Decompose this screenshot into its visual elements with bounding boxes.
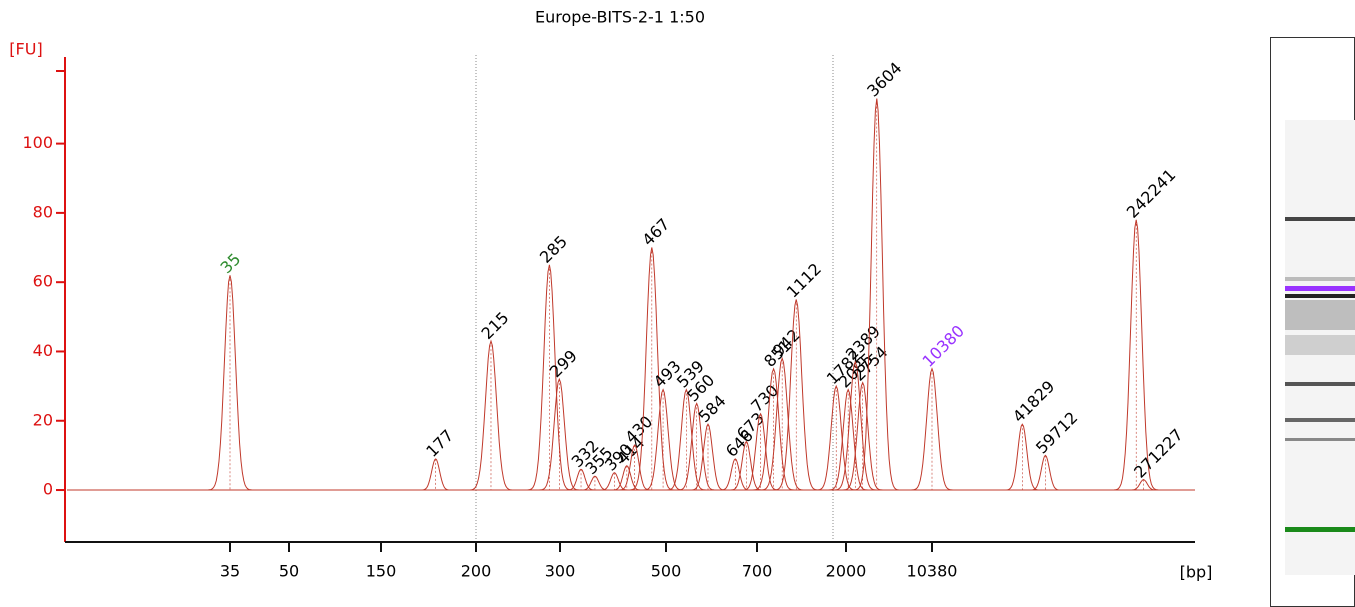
y-tick-label: 100 — [22, 133, 53, 152]
x-tick-label: 200 — [461, 562, 492, 581]
peak — [677, 402, 716, 491]
y-tick-label: 60 — [33, 272, 53, 291]
peak-label: 299 — [546, 346, 581, 381]
chart-title: Europe-BITS-2-1 1:50 — [535, 8, 705, 27]
peak-label: 285 — [536, 232, 571, 267]
peak — [842, 381, 883, 491]
peak-label: 41829 — [1009, 377, 1058, 426]
x-tick-label: 500 — [651, 562, 682, 581]
peak-label: 271227 — [1130, 425, 1187, 482]
y-tick-label: 80 — [33, 202, 53, 221]
x-tick-label: 300 — [545, 562, 576, 581]
peak-label: 467 — [638, 215, 673, 250]
peak-label: 10380 — [919, 321, 968, 370]
peak-label: 35 — [217, 249, 245, 277]
x-tick-label: 700 — [742, 562, 773, 581]
peak-label: 177 — [422, 426, 457, 461]
x-tick-label: 35 — [220, 562, 240, 581]
x-tick-label: 50 — [279, 562, 299, 581]
peak — [742, 412, 779, 491]
peak — [1114, 219, 1159, 491]
peak-label: 3604 — [863, 58, 905, 100]
y-tick-label: 40 — [33, 341, 53, 360]
peak-label: 1112 — [783, 259, 825, 301]
y-tick-label: 20 — [33, 410, 53, 429]
peak — [1004, 423, 1041, 491]
peak — [1128, 479, 1159, 491]
peak-label: 59712 — [1032, 408, 1081, 457]
peak — [599, 472, 630, 491]
peak — [580, 475, 610, 491]
x-tick-label: 10380 — [907, 562, 958, 581]
peak-label: 215 — [478, 308, 513, 343]
y-tick-label: 0 — [43, 480, 53, 499]
x-tick-label: 2000 — [826, 562, 867, 581]
peak-label: 242241 — [1123, 165, 1180, 222]
x-tick-label: 150 — [366, 562, 397, 581]
x-axis-label: [bp] — [1180, 563, 1213, 582]
y-axis-label: [FU] — [9, 40, 42, 59]
gel-lane — [1270, 37, 1355, 607]
peak — [690, 423, 726, 491]
peak — [629, 247, 674, 491]
